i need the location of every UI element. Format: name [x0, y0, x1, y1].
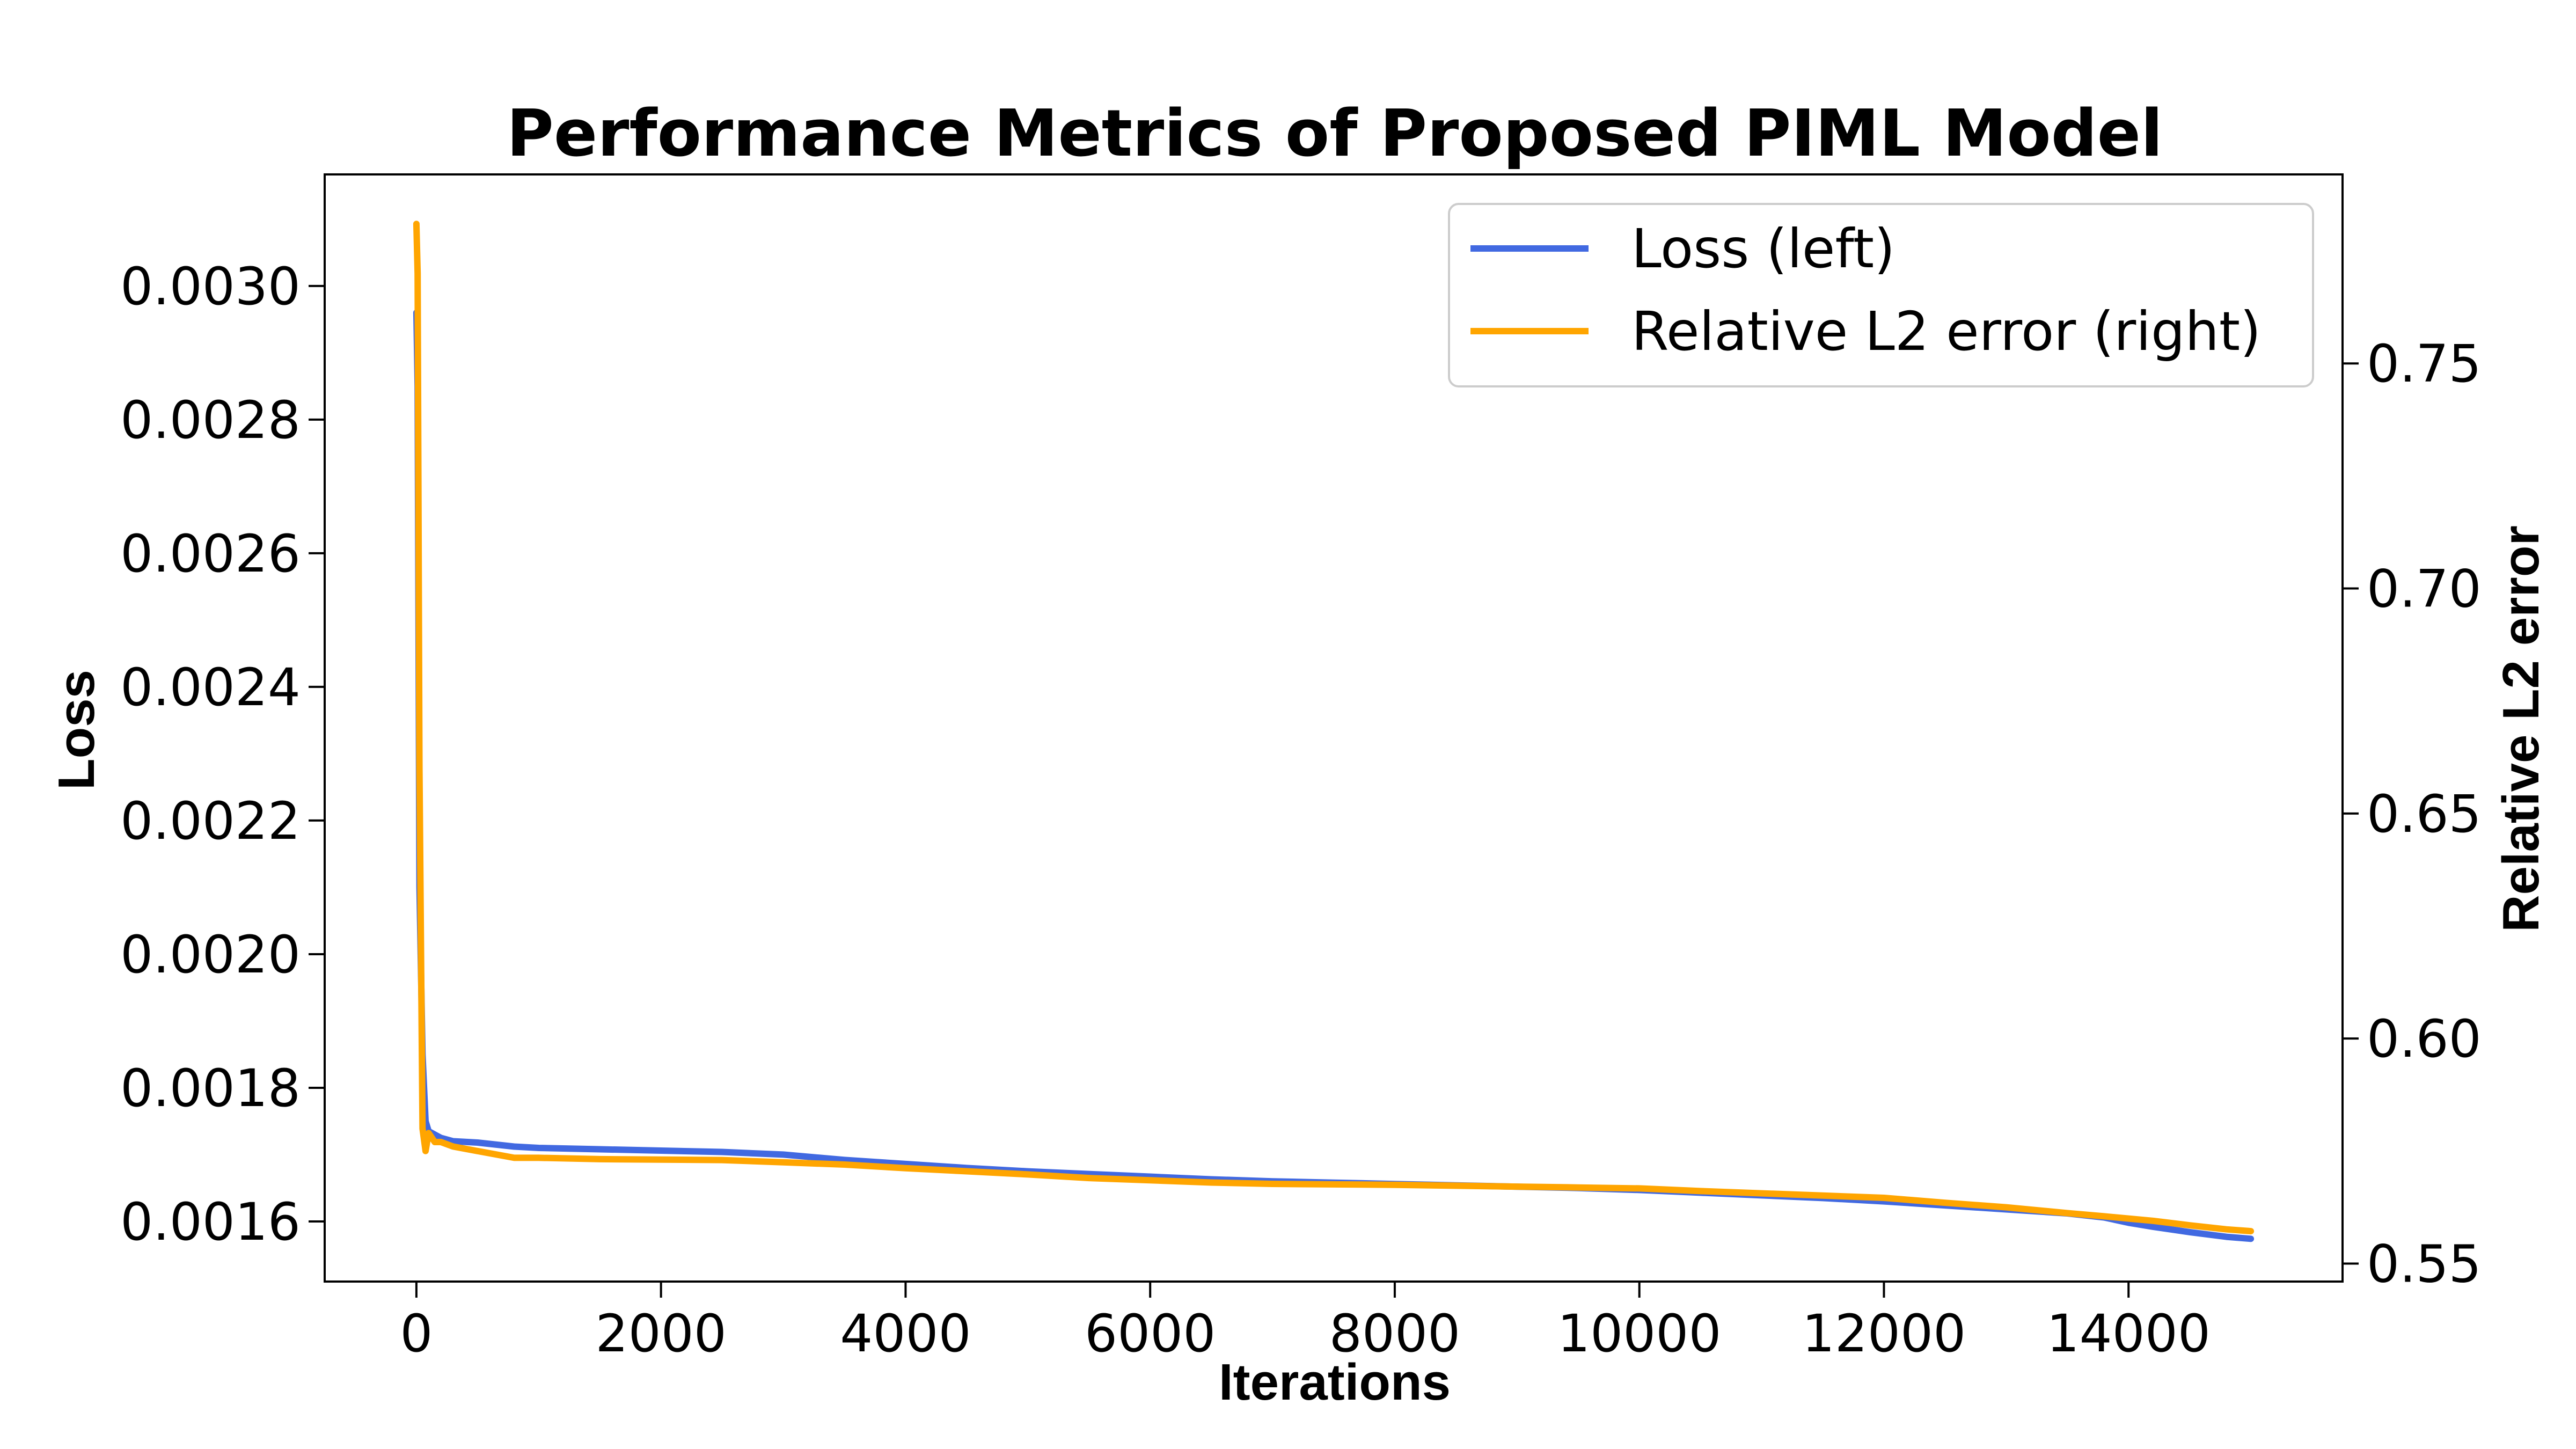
legend: Loss (left) Relative L2 error (right) [1448, 203, 2314, 387]
right-y-tick-label: 0.65 [2367, 784, 2482, 844]
x-tick-label: 10000 [1557, 1304, 1721, 1364]
x-tick-label: 12000 [1802, 1304, 1966, 1364]
left-y-axis: 0.0016 0.0018 0.0020 0.0022 0.0024 0.0026 0.00… [120, 257, 325, 1252]
right-y-axis: 0.55 0.60 0.65 0.70 0.75 [2343, 334, 2482, 1294]
left-y-tick-label: 0.0028 [120, 390, 301, 450]
series-lines [413, 221, 2255, 1242]
plot-area-frame [324, 173, 2344, 1283]
left-y-axis-label: Loss [48, 670, 105, 790]
series-line-relative-l2-error [413, 221, 2255, 1235]
left-y-tick-label: 0.0030 [120, 257, 301, 317]
left-y-tick-label: 0.0018 [120, 1058, 301, 1118]
right-y-tick-label: 0.60 [2367, 1009, 2482, 1069]
x-tick-label: 4000 [840, 1304, 971, 1364]
x-axis: 0 2000 4000 6000 8000 10000 12000 14000 [400, 1282, 2211, 1364]
x-tick-label: 0 [400, 1304, 433, 1364]
x-tick-label: 8000 [1329, 1304, 1460, 1364]
left-y-tick-label: 0.0024 [120, 657, 301, 718]
left-y-tick-label: 0.0020 [120, 925, 301, 985]
right-y-tick-label: 0.70 [2367, 559, 2482, 619]
legend-label-relative-l2-error: Relative L2 error (right) [1631, 300, 2261, 363]
x-tick-label: 2000 [596, 1304, 727, 1364]
x-tick-label: 6000 [1085, 1304, 1216, 1364]
right-y-tick-label: 0.55 [2367, 1234, 2482, 1294]
legend-label-loss: Loss (left) [1631, 217, 1895, 280]
left-y-tick-label: 0.0022 [120, 791, 301, 851]
chart-title: Performance Metrics of Proposed PIML Mod… [507, 97, 2163, 171]
right-y-axis-label: Relative L2 error [2492, 525, 2550, 932]
x-tick-label: 14000 [2047, 1304, 2211, 1364]
legend-box [1448, 203, 2314, 387]
left-y-tick-label: 0.0016 [120, 1192, 301, 1252]
left-y-tick-label: 0.0026 [120, 524, 301, 584]
right-y-tick-label: 0.75 [2367, 334, 2482, 394]
x-axis-label: Iterations [1219, 1353, 1451, 1411]
